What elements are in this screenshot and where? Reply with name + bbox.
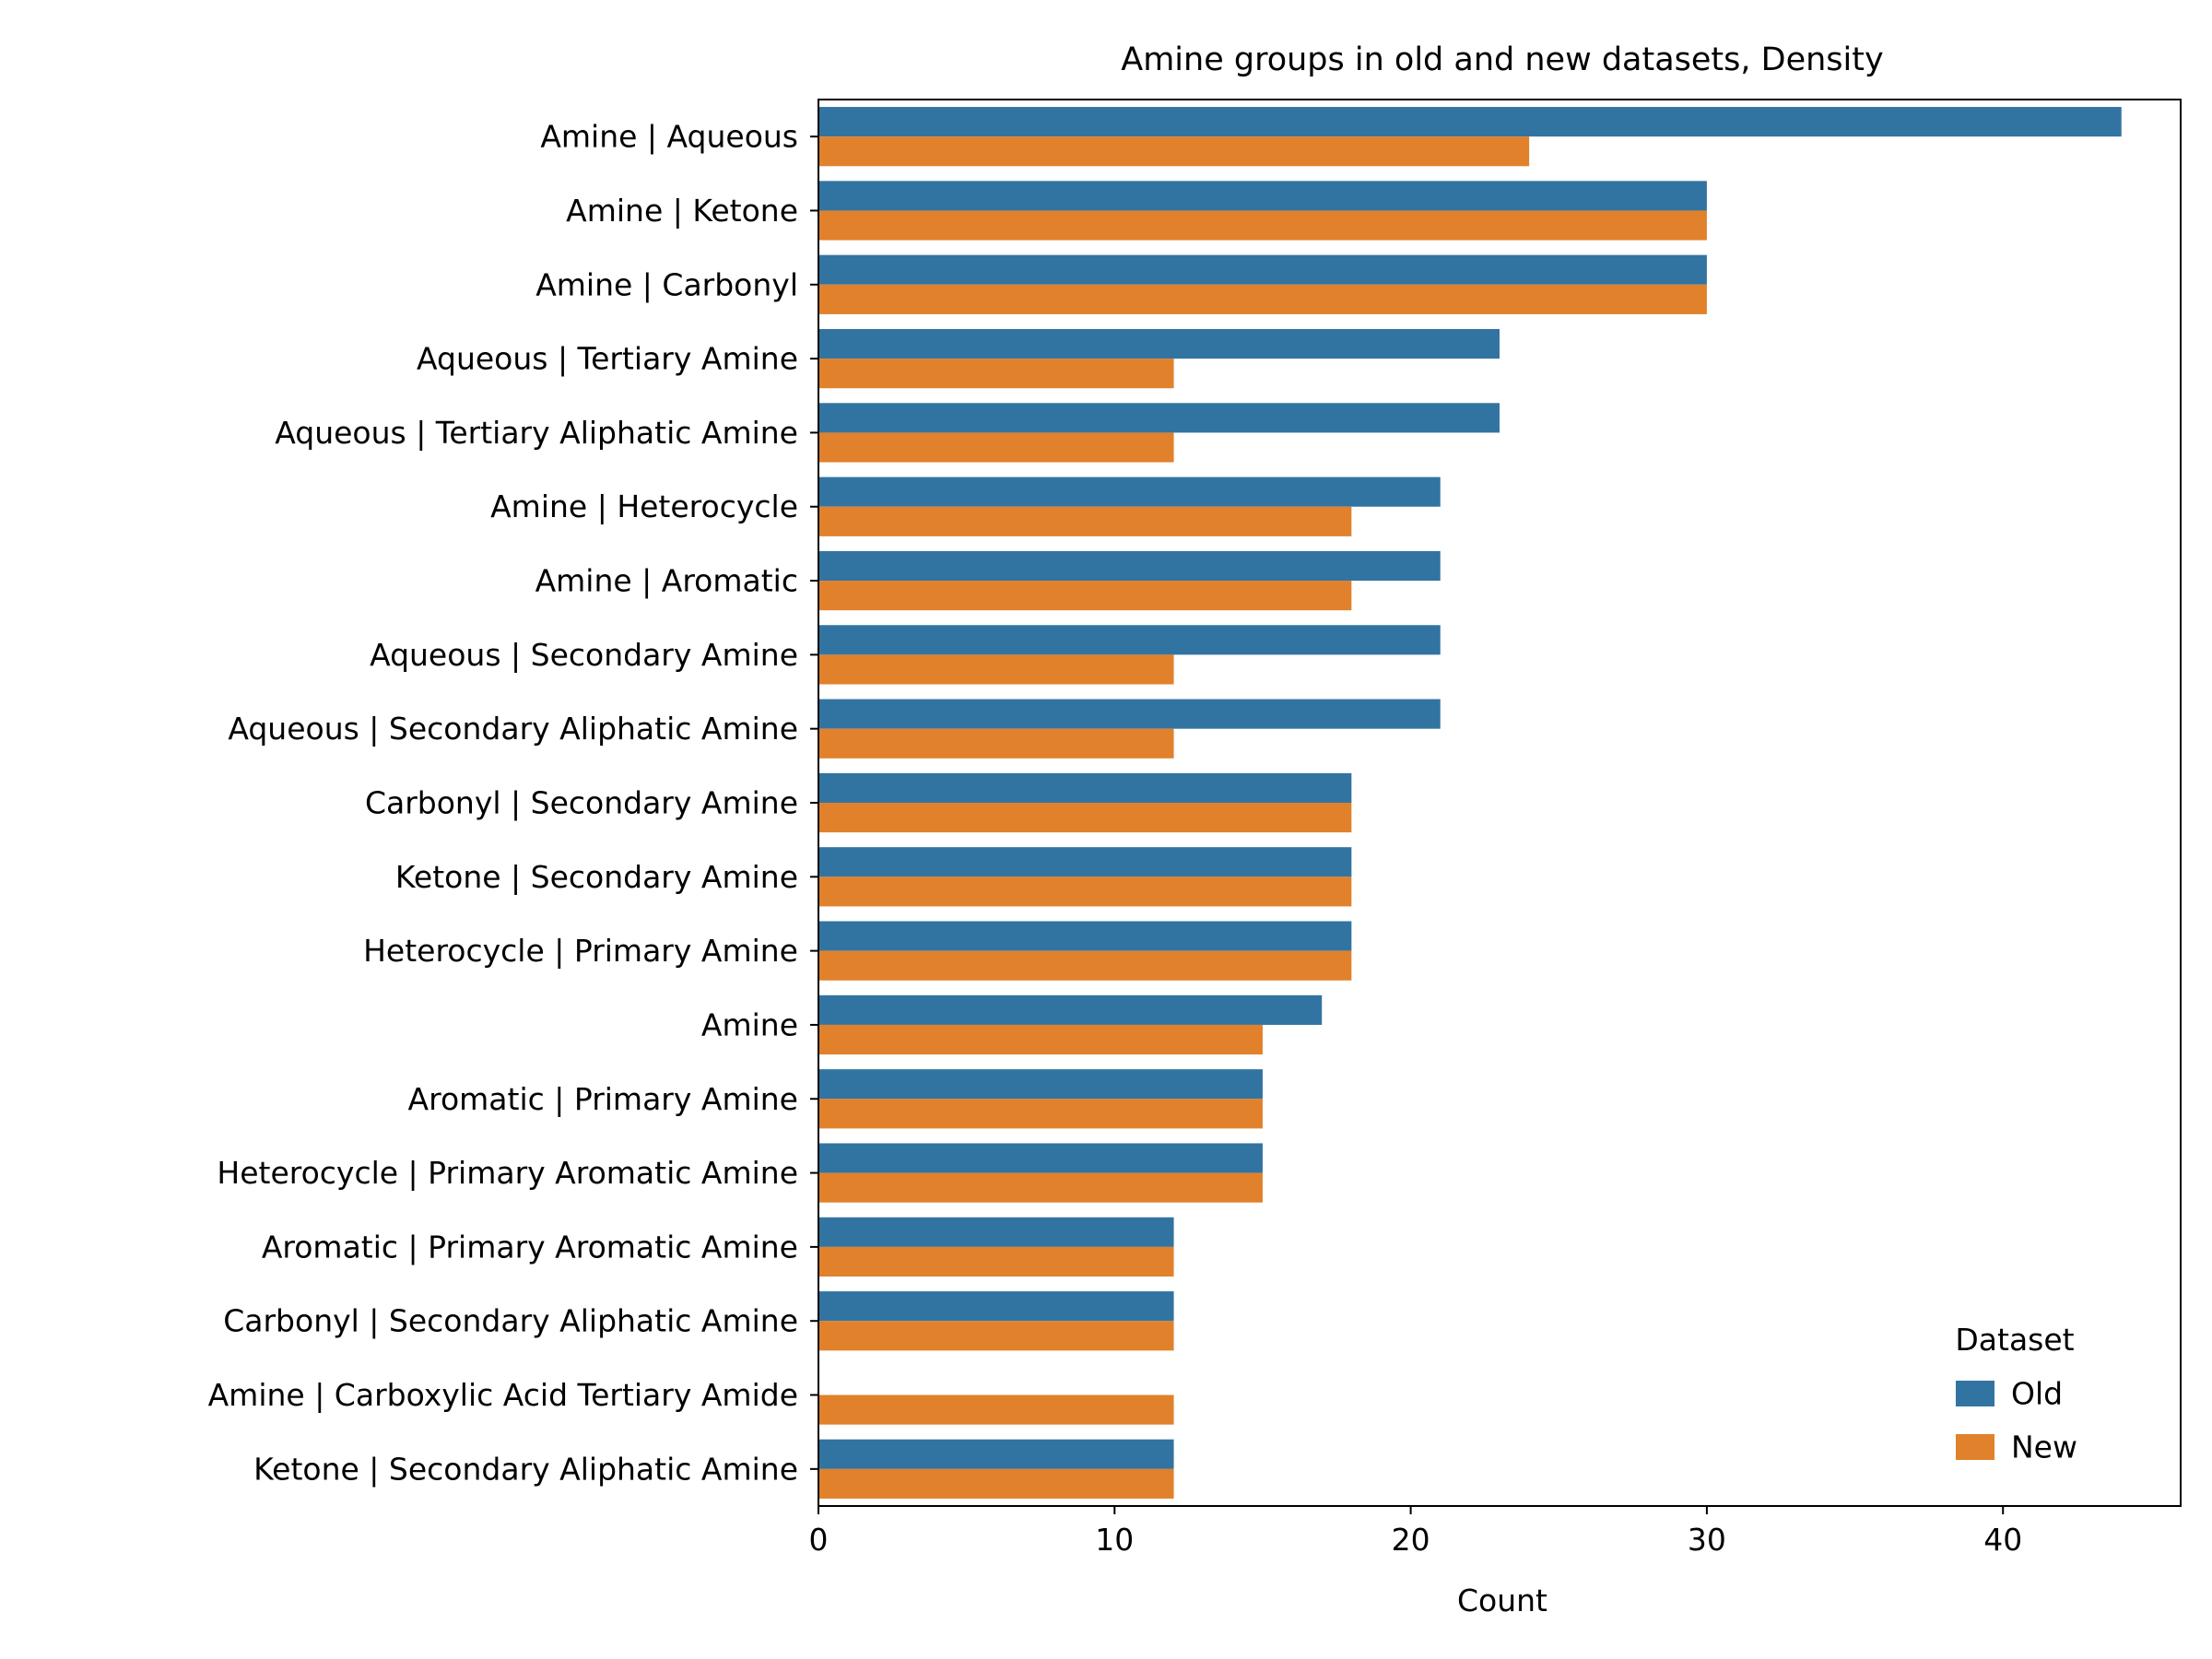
category-label: Ketone | Secondary Amine xyxy=(395,859,798,895)
chart-title: Amine groups in old and new datasets, De… xyxy=(1121,41,1883,78)
bar-new-ketone-secondary-amine xyxy=(818,877,1352,907)
legend-swatch-old xyxy=(1956,1381,1994,1406)
category-label: Heterocycle | Primary Aromatic Amine xyxy=(217,1155,798,1191)
bar-new-aqueous-tertiary-amine xyxy=(818,359,1174,389)
bar-new-amine-heterocycle xyxy=(818,506,1352,536)
category-label: Aqueous | Secondary Aliphatic Amine xyxy=(228,711,798,747)
bar-old-aromatic-primary-aromatic-amine xyxy=(818,1217,1174,1247)
x-axis-ticks: 0 10 20 30 40 xyxy=(809,1506,2022,1558)
category-label: Amine | Carbonyl xyxy=(535,266,798,302)
legend-swatch-new xyxy=(1956,1434,1994,1460)
bar-new-aqueous-tertiary-aliphatic-amine xyxy=(818,432,1174,463)
bar-new-aqueous-secondary-amine xyxy=(818,654,1174,685)
category-label: Amine xyxy=(701,1006,798,1042)
bar-new-aqueous-secondary-aliphatic-amine xyxy=(818,728,1174,759)
legend: Dataset Old New xyxy=(1955,1322,2077,1465)
x-tick-label: 10 xyxy=(1095,1522,1134,1558)
bar-new-amine-carboxylic-acid-tertiary-amide xyxy=(818,1394,1174,1425)
x-tick-label: 40 xyxy=(1983,1522,2022,1558)
bar-old-amine xyxy=(818,994,1323,1025)
legend-title: Dataset xyxy=(1955,1322,2074,1358)
x-tick-label: 20 xyxy=(1392,1522,1430,1558)
bar-new-aromatic-primary-amine xyxy=(818,1099,1263,1129)
category-label: Amine | Aromatic xyxy=(535,563,798,599)
bar-old-amine-aqueous xyxy=(818,107,2122,137)
category-label: Heterocycle | Primary Amine xyxy=(363,933,798,969)
bar-old-amine-heterocycle xyxy=(818,477,1441,507)
category-label: Aqueous | Tertiary Aliphatic Amine xyxy=(275,415,798,451)
bar-old-heterocycle-primary-aromatic-amine xyxy=(818,1143,1263,1173)
bar-old-aqueous-tertiary-aliphatic-amine xyxy=(818,403,1500,433)
category-label: Aqueous | Secondary Amine xyxy=(370,637,798,673)
bar-new-amine-aqueous xyxy=(818,136,1530,167)
bar-old-aromatic-primary-amine xyxy=(818,1069,1263,1100)
x-axis-label: Count xyxy=(1457,1583,1547,1618)
legend-label-old: Old xyxy=(2011,1376,2063,1412)
bar-new-ketone-secondary-aliphatic-amine xyxy=(818,1468,1174,1499)
x-tick-label: 30 xyxy=(1688,1522,1726,1558)
category-label: Carbonyl | Secondary Aliphatic Amine xyxy=(223,1303,798,1339)
bar-new-amine xyxy=(818,1024,1263,1055)
bar-new-carbonyl-secondary-amine xyxy=(818,803,1352,833)
bar-new-carbonyl-secondary-aliphatic-amine xyxy=(818,1321,1174,1351)
category-label: Amine | Ketone xyxy=(566,193,798,229)
bar-old-ketone-secondary-aliphatic-amine xyxy=(818,1439,1174,1469)
bar-new-amine-ketone xyxy=(818,210,1707,241)
bar-old-aqueous-tertiary-amine xyxy=(818,328,1500,359)
category-label: Amine | Aqueous xyxy=(540,119,798,155)
category-labels: Amine | Aqueous Amine | Ketone Amine | Car… xyxy=(208,119,818,1487)
category-label: Amine | Heterocycle xyxy=(490,488,798,524)
bar-new-amine-aromatic xyxy=(818,581,1352,611)
bar-new-amine-carbonyl xyxy=(818,284,1707,314)
bar-old-amine-ketone xyxy=(818,181,1707,211)
bars-layer xyxy=(818,107,2122,1499)
bar-old-aqueous-secondary-aliphatic-amine xyxy=(818,699,1441,729)
x-tick-label: 0 xyxy=(809,1522,829,1558)
bar-new-heterocycle-primary-amine xyxy=(818,950,1352,981)
category-label: Aqueous | Tertiary Amine xyxy=(417,341,798,377)
bar-old-carbonyl-secondary-aliphatic-amine xyxy=(818,1291,1174,1322)
bar-old-aqueous-secondary-amine xyxy=(818,625,1441,655)
plot-frame xyxy=(818,99,2182,1507)
bar-old-amine-aromatic xyxy=(818,550,1441,582)
bar-new-heterocycle-primary-aromatic-amine xyxy=(818,1172,1263,1203)
category-label: Ketone | Secondary Aliphatic Amine xyxy=(253,1451,798,1487)
bar-old-heterocycle-primary-amine xyxy=(818,921,1352,951)
bar-old-amine-carbonyl xyxy=(818,254,1707,285)
category-label: Aromatic | Primary Amine xyxy=(408,1081,798,1117)
category-label: Aromatic | Primary Aromatic Amine xyxy=(262,1229,798,1265)
legend-label-new: New xyxy=(2011,1430,2077,1465)
category-label: Carbonyl | Secondary Amine xyxy=(365,785,798,821)
bar-old-carbonyl-secondary-amine xyxy=(818,772,1352,803)
bar-new-aromatic-primary-aromatic-amine xyxy=(818,1246,1174,1277)
category-label: Amine | Carboxylic Acid Tertiary Amide xyxy=(208,1377,798,1413)
bar-old-ketone-secondary-amine xyxy=(818,847,1352,877)
